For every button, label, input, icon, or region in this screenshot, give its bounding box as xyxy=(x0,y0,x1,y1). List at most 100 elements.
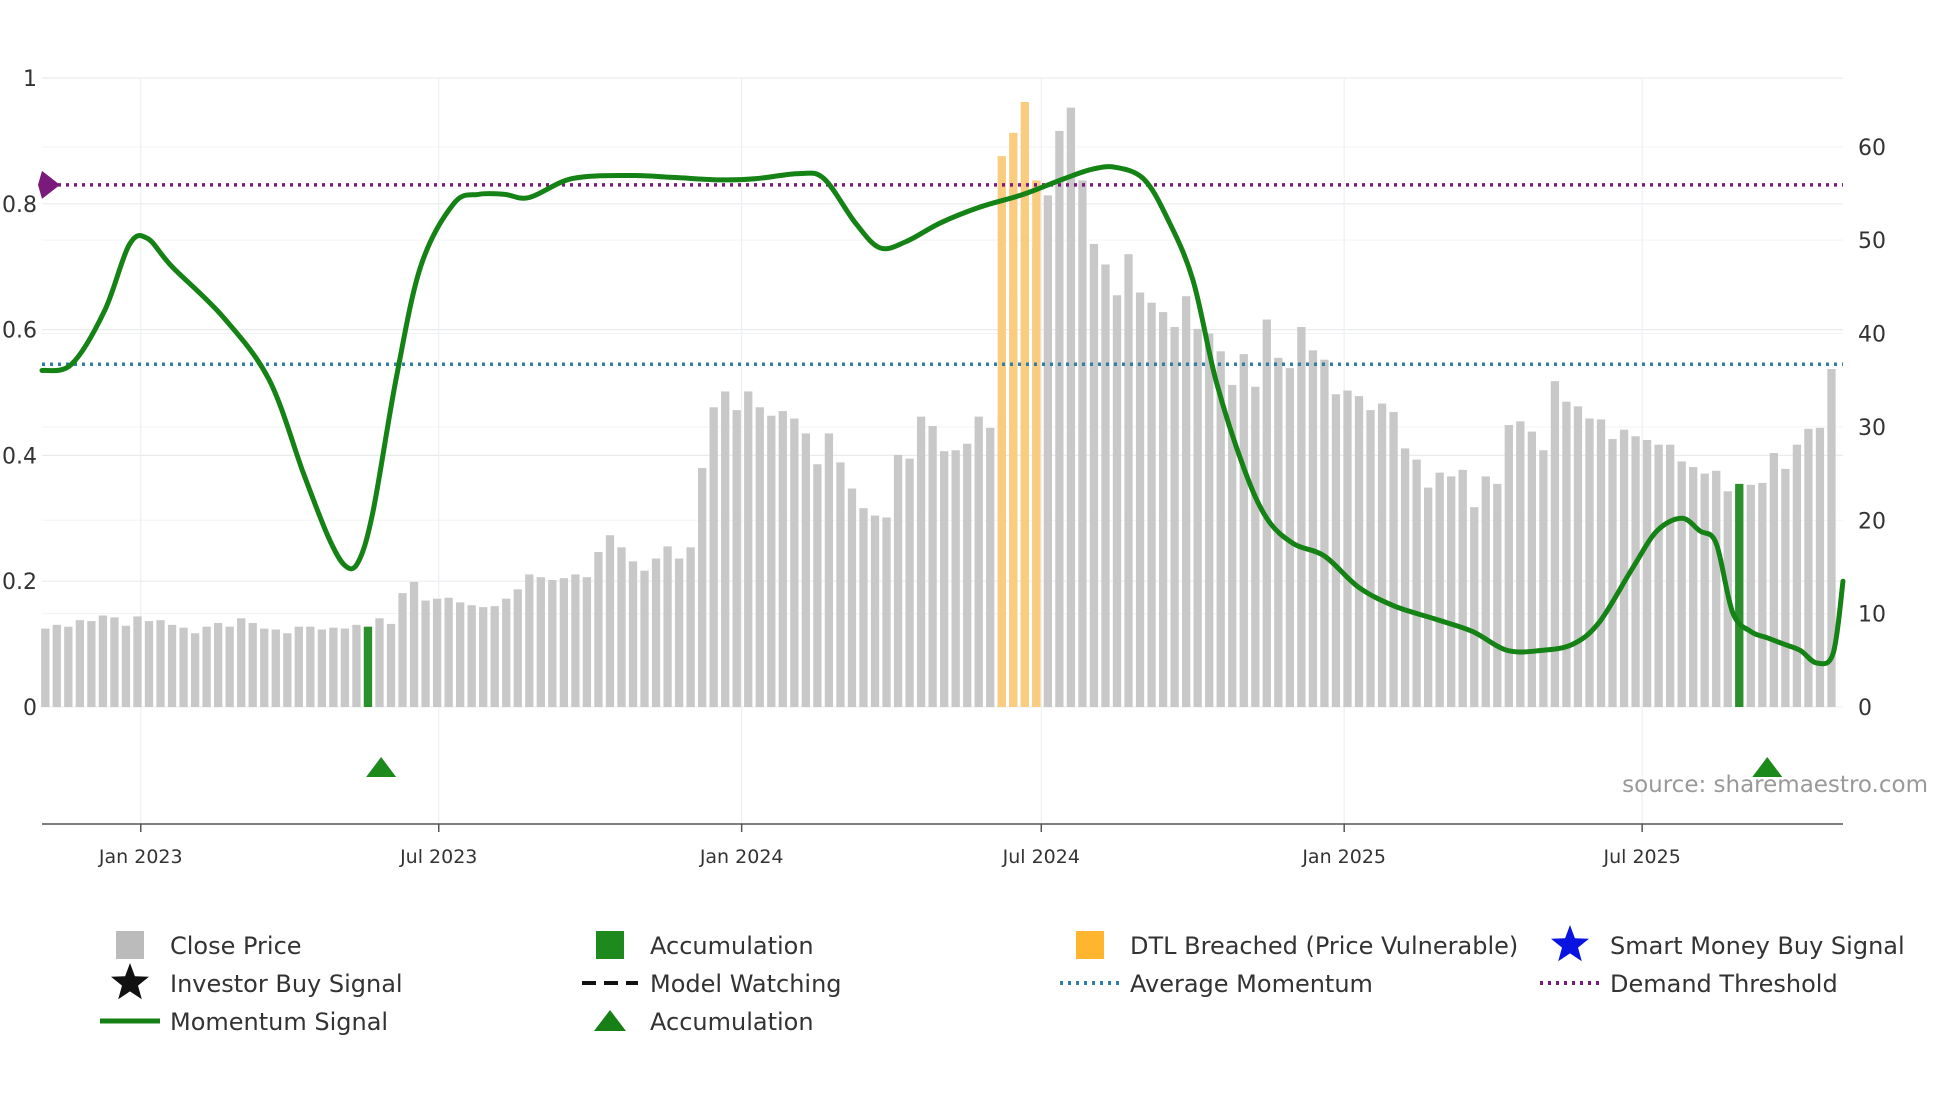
close-price-bar xyxy=(1700,473,1709,707)
close-price-bar xyxy=(778,411,787,707)
close-price-bar xyxy=(1354,396,1364,707)
close-price-bar xyxy=(156,620,165,707)
right-axis-tick-label: 0 xyxy=(1858,696,1872,721)
close-price-bar xyxy=(1550,381,1560,707)
close-price-bar xyxy=(1089,243,1099,707)
legend-item: Demand Threshold xyxy=(1540,970,1838,998)
x-axis-tick-label: Jan 2023 xyxy=(98,846,183,868)
close-price-bar xyxy=(1804,428,1813,707)
close-price-bar xyxy=(432,598,442,707)
close-price-bar xyxy=(190,633,200,707)
close-price-bar xyxy=(225,626,234,707)
left-axis-tick-label: 0.4 xyxy=(2,444,37,469)
dtl-breached-bar xyxy=(1009,132,1018,707)
close-price-bar xyxy=(98,615,108,707)
close-price-bar xyxy=(1239,354,1248,707)
close-price-bar xyxy=(1619,429,1629,707)
close-price-bar xyxy=(1585,418,1594,707)
close-price-bar xyxy=(1481,476,1490,707)
close-price-bar xyxy=(248,622,257,707)
close-price-bar xyxy=(951,450,960,707)
close-price-bar xyxy=(1320,359,1329,707)
close-price-bar xyxy=(41,628,50,707)
close-price-bar xyxy=(121,625,131,707)
close-price-bar xyxy=(467,605,476,707)
close-price-bar xyxy=(444,597,453,707)
close-price-bar xyxy=(1827,369,1836,707)
right-axis-tick-label: 10 xyxy=(1858,603,1886,628)
close-price-bar xyxy=(1493,483,1502,707)
close-price-bar xyxy=(559,578,569,707)
close-price-bar xyxy=(294,626,303,707)
dtl-breached-bar xyxy=(1032,180,1041,708)
close-price-bar xyxy=(329,627,338,707)
close-price-bar xyxy=(847,488,857,707)
legend-item: DTL Breached (Price Vulnerable) xyxy=(1076,931,1518,960)
legend-item: Model Watching xyxy=(582,970,842,998)
close-price-bar xyxy=(398,593,407,707)
close-price-bar xyxy=(340,628,350,707)
x-axis-tick-label: Jul 2023 xyxy=(399,846,477,868)
left-axis-tick-label: 0 xyxy=(23,696,37,721)
x-axis-tick-label: Jul 2025 xyxy=(1602,846,1680,868)
close-price-bar xyxy=(617,547,626,707)
legend-label: DTL Breached (Price Vulnerable) xyxy=(1130,932,1518,960)
x-axis-tick-label: Jan 2024 xyxy=(699,846,784,868)
source-label: source: sharemaestro.com xyxy=(1622,772,1928,798)
close-price-bar xyxy=(202,626,211,707)
legend-label: Accumulation xyxy=(650,932,814,960)
close-price-bar xyxy=(283,633,292,707)
close-price-bar xyxy=(525,574,534,707)
close-price-bar xyxy=(928,425,937,707)
close-price-bar xyxy=(674,558,684,707)
x-axis-tick-label: Jan 2025 xyxy=(1301,846,1386,868)
close-price-bar xyxy=(1205,333,1214,707)
close-price-bar xyxy=(1435,472,1444,707)
close-price-bar xyxy=(1815,427,1825,707)
left-axis-tick-label: 0.6 xyxy=(2,319,37,344)
close-price-bar xyxy=(1781,468,1790,707)
close-price-bars xyxy=(41,102,1836,708)
close-price-bar xyxy=(52,624,61,707)
accumulation-triangle-marker xyxy=(1752,757,1783,777)
close-price-bar xyxy=(1285,368,1295,707)
legend-item: Momentum Signal xyxy=(100,1008,388,1036)
close-price-bar xyxy=(1078,180,1087,708)
close-price-bar xyxy=(986,427,995,707)
close-price-bar xyxy=(1539,450,1548,707)
close-price-bar xyxy=(455,602,465,707)
right-axis-tick-label: 30 xyxy=(1858,416,1886,441)
close-price-bar xyxy=(582,577,592,707)
close-price-bar xyxy=(237,618,246,707)
close-price-bar xyxy=(870,515,880,707)
close-price-bar xyxy=(1689,467,1698,707)
legend-item: Accumulation xyxy=(596,931,814,960)
close-price-bar xyxy=(732,410,741,707)
close-price-bar xyxy=(744,391,753,707)
close-price-bar xyxy=(375,618,384,707)
close-price-bar xyxy=(1758,482,1767,707)
left-axis-tick-label: 0.8 xyxy=(2,193,37,218)
close-price-bar xyxy=(1677,461,1686,707)
right-axis-tick-label: 50 xyxy=(1858,229,1886,254)
close-price-bar xyxy=(1043,195,1053,707)
accumulation-triangle-marker xyxy=(366,757,397,777)
x-axis-tick-label: Jul 2024 xyxy=(1002,846,1080,868)
close-price-bar xyxy=(1573,406,1583,707)
close-price-bar xyxy=(386,623,396,707)
close-price-bar xyxy=(536,577,545,707)
legend-item: Close Price xyxy=(116,931,302,960)
close-price-bar xyxy=(1055,130,1064,708)
close-price-bar xyxy=(1389,411,1398,707)
close-price-bar xyxy=(214,622,223,707)
close-price-bar xyxy=(882,517,891,707)
close-price-bar xyxy=(317,629,327,707)
close-price-bar xyxy=(1377,403,1387,707)
legend-item: Smart Money Buy Signal xyxy=(1551,925,1905,962)
close-price-bar xyxy=(1423,487,1433,707)
legend-item: Investor Buy Signal xyxy=(111,963,403,1000)
close-price-bar xyxy=(963,443,972,707)
close-price-bar xyxy=(1112,295,1122,707)
legend-square-icon xyxy=(1076,931,1104,959)
close-price-bar xyxy=(1147,302,1156,707)
